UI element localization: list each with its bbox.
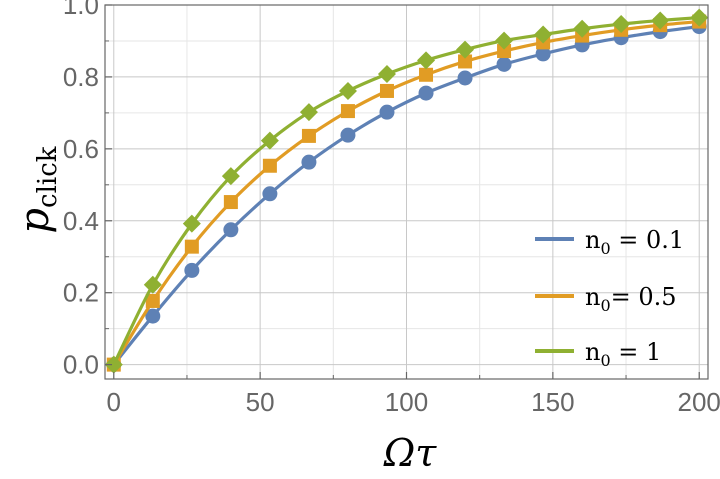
series-3-point: [143, 275, 162, 294]
series-2-point: [458, 54, 473, 69]
series-3-point: [534, 25, 553, 44]
series-2-point: [379, 83, 394, 98]
series-2-point: [262, 158, 277, 173]
series-3-point: [299, 103, 318, 122]
x-tick-label: 50: [246, 387, 275, 417]
x-axis-title: Ωτ: [383, 431, 438, 475]
series-1-point: [418, 85, 434, 101]
series-2-point: [223, 195, 238, 210]
series-1-line: [112, 24, 700, 366]
series-2-point: [419, 67, 434, 82]
series-3-point: [495, 31, 514, 50]
series-3-point: [182, 214, 201, 233]
y-tick-label: 0.4: [63, 206, 99, 236]
series-1-point: [223, 222, 239, 238]
series-3-point: [456, 40, 475, 59]
y-axis-title-subscript: click: [33, 146, 63, 208]
x-tick-label: 200: [678, 387, 720, 417]
series-2-line: [112, 19, 700, 366]
series-3-point: [612, 15, 631, 34]
x-tick-label: 0: [107, 387, 121, 417]
series-1-point: [301, 154, 317, 170]
axis-ticks: 0 50 100 150 200 0.0 0.2 0.4 0.6 0.8 1.0: [63, 0, 720, 417]
y-tick-label: 0.6: [63, 134, 99, 164]
y-axis-title-main: p: [12, 208, 58, 234]
series-3-point: [690, 8, 709, 27]
series-3-point: [260, 131, 279, 150]
series-3-point: [651, 11, 670, 30]
legend-label: n0 = 0.1: [585, 226, 684, 258]
x-tick-label: 150: [531, 387, 574, 417]
series-3-point: [104, 355, 123, 374]
series-1-point: [379, 104, 395, 120]
series-group: [104, 8, 709, 374]
series-1-point: [535, 46, 551, 62]
series-1-point: [340, 127, 356, 143]
series-1-point: [145, 308, 161, 324]
series-3-point: [573, 19, 592, 38]
y-tick-label: 1.0: [63, 0, 99, 20]
x-tick-label: 100: [385, 387, 428, 417]
series-2-point: [497, 44, 512, 59]
series-1-point: [457, 70, 473, 86]
y-tick-label: 0.2: [63, 278, 99, 308]
series-3-point: [338, 81, 357, 100]
series-2-point: [184, 239, 199, 254]
series-3-point: [417, 51, 436, 70]
series-3-point: [221, 167, 240, 186]
series-2-point: [301, 128, 316, 143]
series-1-point: [496, 56, 512, 72]
series-3-point: [377, 65, 396, 84]
series-2-point: [340, 104, 355, 119]
y-axis-title: pclick: [12, 146, 63, 233]
series-2-point: [145, 293, 160, 308]
legend: n0 = 0.1 n0= 0.5 n0 = 1: [535, 226, 684, 370]
series-3-line: [112, 15, 700, 366]
legend-label: n0= 0.5: [585, 283, 677, 315]
series-1-point: [262, 186, 278, 202]
legend-label: n0 = 1: [585, 338, 661, 370]
series-1-point: [184, 262, 200, 278]
y-tick-label: 0.8: [63, 62, 99, 92]
y-tick-label: 0.0: [63, 350, 99, 380]
series-3: [104, 8, 709, 374]
